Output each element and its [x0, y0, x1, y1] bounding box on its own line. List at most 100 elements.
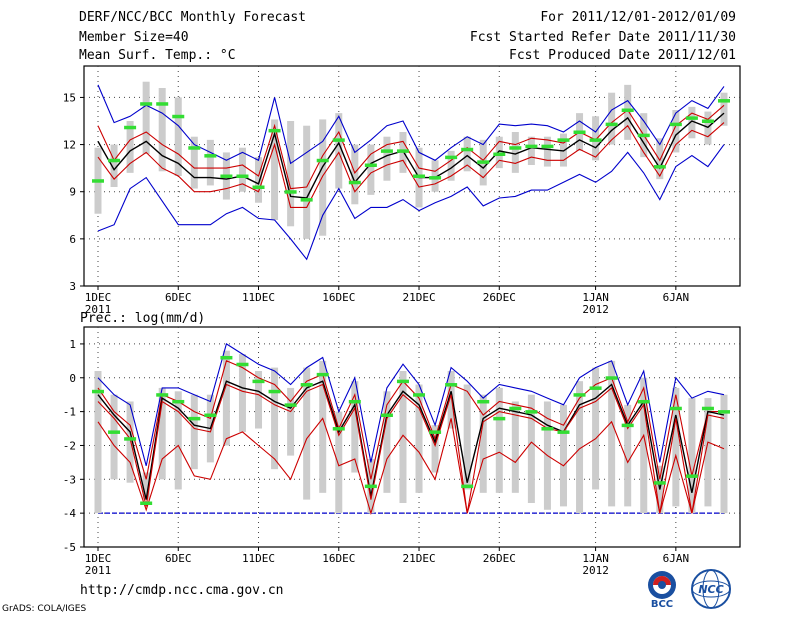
- ensemble-marker: [140, 501, 153, 505]
- ensemble-marker: [300, 198, 313, 202]
- ensemble-marker: [685, 474, 698, 478]
- ensemble-bar: [720, 394, 728, 514]
- series-line-upper: [97, 104, 725, 190]
- x-tick-label: 6JAN: [663, 291, 690, 304]
- ensemble-bar: [351, 381, 359, 473]
- ensemble-bar: [303, 125, 311, 239]
- fcst-produced-date: Fcst Produced Date 2011/12/01: [509, 48, 736, 63]
- ensemble-marker: [429, 430, 442, 434]
- ensemble-bar: [463, 384, 471, 490]
- ensemble-marker: [156, 393, 169, 397]
- ensemble-marker: [605, 122, 618, 127]
- ensemble-bar: [704, 398, 712, 507]
- y-tick-label: -1: [63, 406, 76, 419]
- x-tick-label: 1JAN: [582, 552, 609, 565]
- ensemble-marker: [718, 99, 730, 103]
- ensemble-bar: [351, 144, 359, 205]
- ensemble-marker: [718, 410, 730, 414]
- y-tick-label: 6: [69, 233, 76, 246]
- series-line-mean: [97, 112, 725, 199]
- ensemble-marker: [557, 430, 570, 434]
- ensemble-bar: [142, 81, 150, 154]
- ensemble-bar: [624, 404, 632, 507]
- ensemble-marker: [236, 362, 249, 367]
- ensemble-marker: [140, 102, 153, 106]
- ensemble-bar: [126, 401, 134, 483]
- ensemble-bar: [688, 106, 696, 139]
- ensemble-marker: [701, 119, 714, 123]
- ensemble-marker: [509, 146, 522, 150]
- ensemble-marker: [268, 128, 281, 133]
- ensemble-bar: [672, 110, 680, 153]
- ensemble-bar: [640, 377, 648, 514]
- ensemble-bar: [559, 404, 567, 507]
- ensemble-marker: [621, 108, 634, 112]
- ensemble-bar: [271, 119, 279, 220]
- ensemble-marker: [92, 179, 104, 183]
- ensemble-bar: [255, 157, 263, 203]
- ensemble-bar: [110, 394, 118, 480]
- ensemble-marker: [108, 158, 121, 163]
- ensemble-marker: [621, 423, 634, 428]
- ensemble-marker: [252, 185, 265, 189]
- ensemble-marker: [332, 427, 345, 431]
- precipitation-title: Prec.: log(mm/d): [80, 311, 205, 326]
- plot-frame: [83, 65, 741, 287]
- y-tick-label: -5: [63, 541, 76, 554]
- ensemble-bar: [463, 136, 471, 172]
- ensemble-marker: [413, 393, 426, 397]
- ensemble-marker: [461, 484, 474, 489]
- ensemble-bar: [383, 136, 391, 181]
- ensemble-bar: [206, 139, 214, 186]
- y-tick-label: 0: [69, 372, 76, 385]
- ensemble-marker: [637, 133, 650, 138]
- x-tick-year-label: 2012: [582, 303, 609, 316]
- ensemble-bar: [447, 150, 455, 181]
- chart-title: DERF/NCC/BCC Monthly Forecast: [79, 10, 306, 25]
- ensemble-marker: [413, 174, 426, 178]
- y-tick-label: -3: [63, 473, 76, 486]
- x-tick-year-label: 2011: [85, 303, 112, 316]
- ensemble-bar: [511, 132, 519, 173]
- ensemble-bar: [255, 371, 263, 429]
- ensemble-marker: [669, 122, 682, 127]
- ensemble-bar: [383, 391, 391, 493]
- ensemble-bar: [399, 371, 407, 503]
- ensemble-marker: [188, 146, 201, 150]
- ensemble-marker: [316, 158, 329, 163]
- series-line-max: [97, 84, 725, 165]
- series-line-lower: [97, 122, 725, 208]
- y-tick-label: 15: [63, 91, 76, 104]
- ensemble-bar: [527, 136, 535, 165]
- ensemble-marker: [669, 406, 682, 411]
- ncc-logo-text: NCC: [698, 583, 723, 596]
- ensemble-marker: [573, 393, 586, 397]
- forecast-period: For 2011/12/01-2012/01/09: [540, 10, 736, 25]
- x-tick-year-label: 2011: [85, 564, 112, 577]
- ensemble-marker: [477, 160, 490, 164]
- ensemble-marker: [461, 147, 474, 152]
- ensemble-marker: [364, 163, 377, 167]
- ensemble-bar: [94, 371, 102, 514]
- x-tick-label: 11DEC: [242, 552, 275, 565]
- x-tick-label: 16DEC: [322, 552, 355, 565]
- ensemble-bar: [319, 360, 327, 493]
- ensemble-bar: [335, 411, 343, 514]
- fcst-started-date: Fcst Started Refer Date 2011/11/30: [469, 30, 736, 45]
- ensemble-marker: [316, 372, 329, 377]
- ensemble-bar: [238, 147, 246, 192]
- ensemble-marker: [605, 376, 618, 380]
- ensemble-bar: [158, 88, 166, 172]
- ensemble-marker: [637, 399, 650, 404]
- x-tick-label: 1JAN: [582, 291, 609, 304]
- ensemble-bar: [624, 84, 632, 140]
- y-tick-label: -2: [63, 439, 76, 452]
- ncc-logo: NCC: [691, 569, 731, 609]
- ensemble-marker: [557, 138, 570, 142]
- series-line-mean: [97, 380, 725, 500]
- x-tick-label: 6DEC: [165, 291, 192, 304]
- ensemble-bar: [319, 119, 327, 236]
- x-tick-label: 6JAN: [663, 552, 690, 565]
- ensemble-marker: [268, 389, 281, 394]
- website-url[interactable]: http://cmdp.ncc.cma.gov.cn: [80, 583, 284, 598]
